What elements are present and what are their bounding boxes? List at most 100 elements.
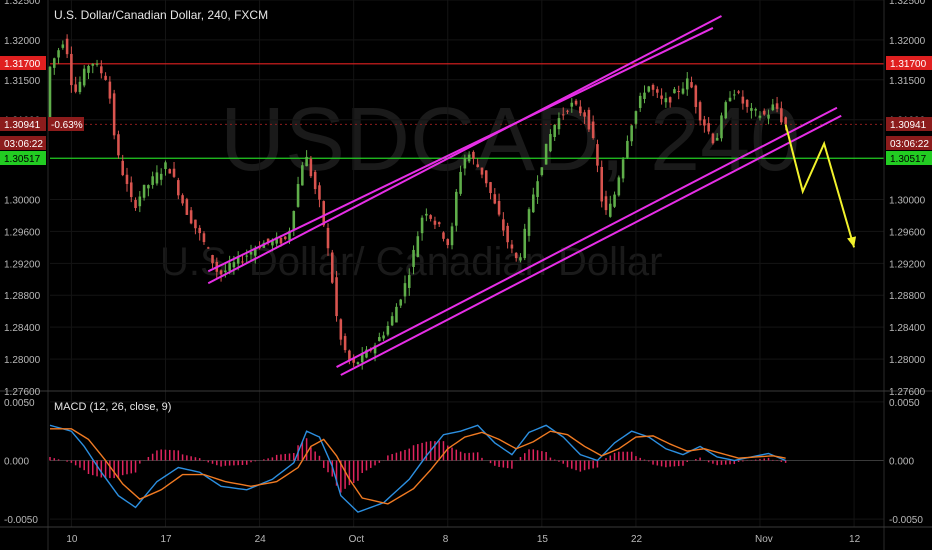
main-grid: [50, 0, 884, 527]
candle-body: [151, 176, 154, 185]
y-tick-left: 1.29200: [4, 259, 41, 270]
candle-body: [519, 257, 522, 261]
candle-body: [510, 244, 514, 249]
y-tick-right: 1.28400: [889, 323, 926, 334]
candle-body: [754, 109, 757, 111]
candle-body: [155, 172, 159, 184]
x-tick: Oct: [349, 534, 365, 545]
x-tick: 15: [537, 534, 549, 545]
y-tick-left: 1.32500: [4, 0, 41, 7]
y-tick-left: 1.32000: [4, 36, 41, 47]
candle-body: [459, 171, 462, 194]
candle-body: [335, 277, 338, 317]
candle-body: [450, 226, 454, 246]
candle-body: [365, 349, 368, 358]
candle-body: [378, 337, 381, 342]
svg-text:1.30517: 1.30517: [890, 154, 927, 165]
candle-body: [348, 350, 351, 362]
candle-body: [121, 160, 124, 176]
candle-body: [129, 182, 133, 198]
candle-body: [330, 252, 334, 283]
candle-body: [232, 262, 236, 268]
candle-body: [574, 100, 578, 105]
channel-line: [340, 114, 842, 376]
candle-body: [78, 81, 82, 93]
candle-body: [527, 209, 531, 236]
candle-body: [181, 195, 184, 204]
countdown-left: 03:06:22: [4, 139, 43, 150]
candle-body: [112, 93, 116, 136]
candle-body: [587, 109, 591, 130]
candle-body: [395, 306, 398, 323]
chart-title: U.S. Dollar/Canadian Dollar, 240, FXCM: [54, 8, 268, 22]
candle-body: [489, 182, 492, 194]
candle-body: [613, 194, 616, 207]
channel-line: [336, 106, 838, 368]
svg-text:1.30941: 1.30941: [890, 120, 927, 131]
candle-body: [343, 336, 347, 351]
channel-line: [207, 27, 714, 273]
candle-body: [728, 97, 732, 102]
support-tag-left: 1.30517: [0, 151, 46, 165]
candle-body: [326, 227, 330, 249]
candle-body: [82, 68, 86, 86]
candle-body: [668, 97, 672, 103]
candle-body: [745, 99, 749, 107]
y-tick-left: 1.28400: [4, 323, 41, 334]
candle-body: [506, 225, 509, 243]
candle-body: [442, 232, 445, 239]
y-tick-left: 1.29600: [4, 227, 41, 238]
candle-body: [656, 89, 659, 93]
x-tick: Nov: [755, 534, 773, 545]
candle-body: [386, 325, 390, 335]
candle-body: [236, 256, 240, 264]
last-price-tag-left: 1.30941 03:06:22: [0, 117, 46, 150]
symbol-watermark: USDCAD, 240: [220, 90, 800, 190]
candle-body: [87, 65, 90, 73]
candle-body: [480, 167, 484, 175]
candle-body: [211, 255, 214, 264]
candle-body: [476, 164, 479, 168]
svg-text:1.30517: 1.30517: [4, 154, 41, 165]
candle-body: [61, 44, 65, 48]
candle-body: [168, 169, 172, 174]
candle-body: [373, 345, 377, 354]
y-tick-left: 1.28800: [4, 291, 41, 302]
candle-body: [147, 185, 150, 189]
candle-body: [617, 177, 621, 196]
candle-body: [694, 85, 698, 107]
y-tick-left: 1.28000: [4, 355, 41, 366]
candle-body: [288, 230, 291, 240]
trend-channel: [207, 15, 857, 376]
y-tick-right: 1.32500: [889, 0, 926, 7]
macd-tick-left: -0.0050: [4, 515, 38, 526]
y-tick-left: 1.27600: [4, 387, 41, 398]
candle-body: [425, 213, 428, 216]
candle-body: [390, 316, 394, 326]
candle-body: [95, 63, 99, 65]
candle-body: [621, 159, 625, 179]
projection-path: [784, 124, 856, 248]
candle-body: [561, 114, 565, 116]
candle-body: [65, 38, 69, 55]
x-tick: 12: [849, 534, 861, 545]
candle-body: [382, 335, 385, 339]
candle-body: [322, 201, 326, 226]
candle-body: [673, 89, 676, 94]
candle-body: [420, 217, 424, 234]
candle-body: [318, 185, 321, 200]
candle-body: [296, 184, 300, 207]
candle-body: [737, 91, 740, 93]
candle-body: [502, 219, 505, 231]
price-levels: [50, 63, 884, 159]
candle-body: [463, 158, 467, 169]
candle-body: [356, 362, 360, 365]
candle-body: [429, 215, 432, 219]
macd-tick-right: 0.0050: [889, 398, 920, 409]
candle-body: [638, 95, 642, 108]
candle-body: [566, 110, 569, 112]
candle-body: [703, 119, 706, 126]
candle-body: [292, 210, 296, 231]
candle-body: [412, 249, 415, 267]
candle-body: [189, 210, 193, 224]
